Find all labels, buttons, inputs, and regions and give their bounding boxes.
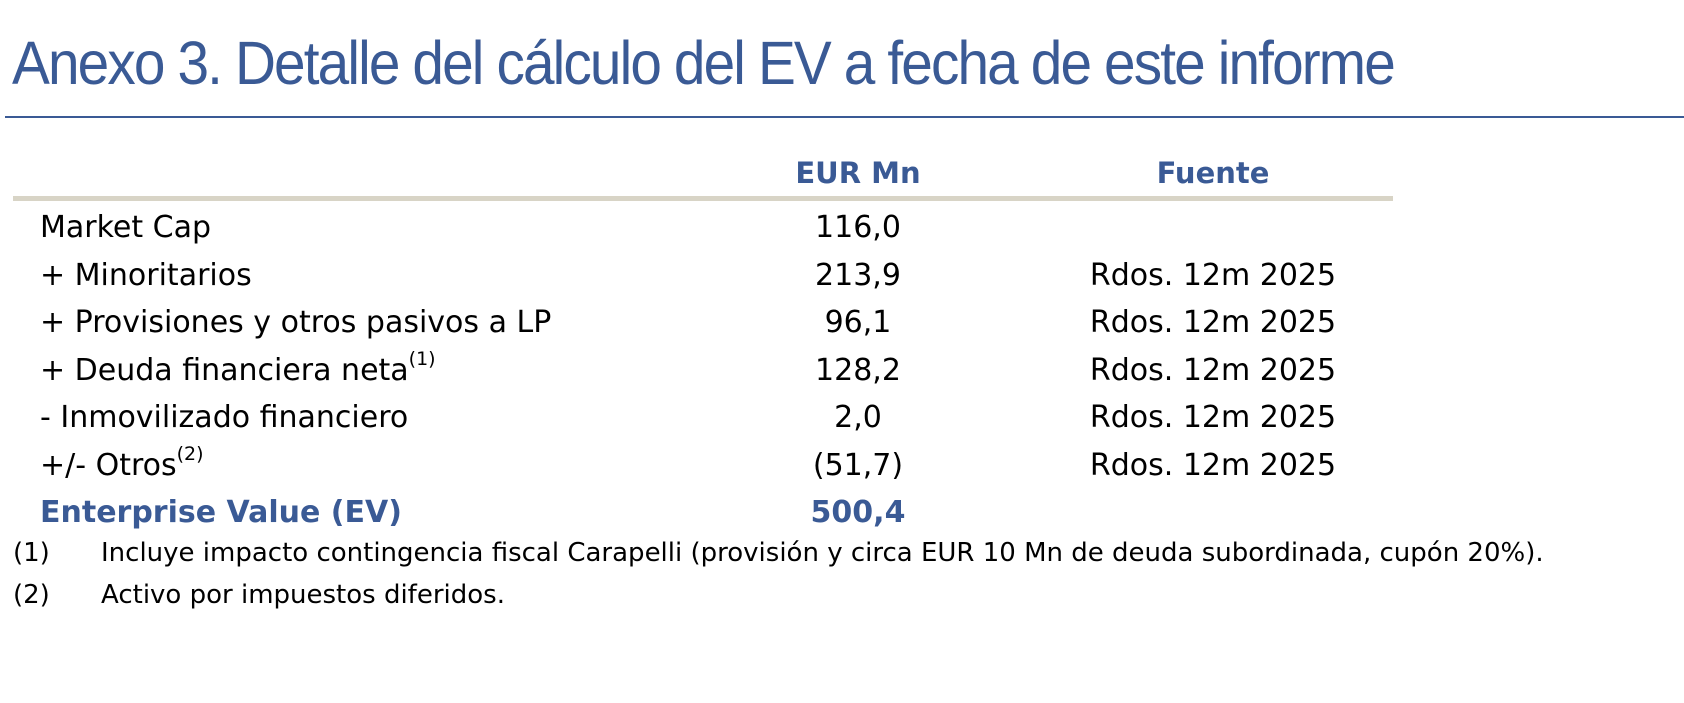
footnote-number: (2): [13, 580, 50, 610]
row-label: + Provisiones y otros pasivos a LP: [40, 299, 551, 347]
row-label: Market Cap: [40, 204, 211, 252]
table-row-minoritarios: + Minoritarios 213,9 Rdos. 12m 2025: [13, 252, 1393, 300]
row-source: Rdos. 12m 2025: [1089, 257, 1337, 293]
table-row-inmovilizado: - Inmovilizado financiero 2,0 Rdos. 12m …: [13, 394, 1393, 442]
title-divider: [5, 116, 1684, 118]
row-value: 128,2: [815, 352, 901, 388]
row-value: (51,7): [812, 447, 904, 483]
row-value: 2,0: [834, 400, 882, 435]
table-row-market-cap: Market Cap 116,0: [13, 204, 1393, 252]
row-label: + Minoritarios: [40, 252, 252, 300]
row-source: Rdos. 12m 2025: [1089, 305, 1337, 340]
footnote-ref-1: (1): [408, 347, 436, 370]
row-label-text: + Provisiones y otros pasivos a LP: [40, 305, 552, 340]
row-label: +/- Otros(2): [40, 442, 204, 490]
row-source: Rdos. 12m 2025: [1089, 447, 1337, 483]
header-divider: [13, 196, 1393, 201]
table-row-otros: +/- Otros(2) (51,7) Rdos. 12m 2025: [13, 442, 1393, 490]
header-eur-mn: EUR Mn: [795, 156, 921, 190]
table-header: EUR Mn Fuente: [13, 150, 1393, 196]
row-label-text: + Minoritarios: [40, 257, 252, 293]
row-label-text: + Deuda financiera neta: [40, 352, 409, 388]
table-row-deuda-financiera: + Deuda financiera neta(1) 128,2 Rdos. 1…: [13, 347, 1393, 395]
footnote-text: Activo por impuestos diferidos.: [101, 580, 505, 610]
footnote-text: Incluye impacto contingencia fiscal Cara…: [101, 538, 1544, 568]
total-value: 500,4: [810, 495, 906, 530]
row-value: 116,0: [815, 210, 901, 245]
row-label-text: +/- Otros: [40, 447, 177, 483]
row-source: Rdos. 12m 2025: [1089, 400, 1337, 435]
footnote-number: (1): [13, 538, 50, 568]
row-value: 213,9: [815, 257, 901, 293]
page-title: Anexo 3. Detalle del cálculo del EV a fe…: [12, 29, 1396, 97]
footnote-ref-2: (2): [176, 442, 204, 465]
row-label: + Deuda financiera neta(1): [40, 347, 436, 395]
ev-table: EUR Mn Fuente Market Cap 116,0 + Minorit…: [13, 150, 1393, 530]
total-label: Enterprise Value (EV): [40, 495, 402, 530]
table-row-provisiones: + Provisiones y otros pasivos a LP 96,1 …: [13, 299, 1393, 347]
row-source: Rdos. 12m 2025: [1089, 352, 1337, 388]
row-value: 96,1: [824, 305, 892, 340]
table-row-enterprise-value: Enterprise Value (EV) 500,4: [13, 489, 1393, 537]
header-fuente: Fuente: [1156, 156, 1270, 190]
table-body: Market Cap 116,0 + Minoritarios 213,9 Rd…: [13, 204, 1393, 537]
row-label-text: - Inmovilizado financiero: [40, 400, 409, 435]
row-label-text: Market Cap: [40, 210, 212, 245]
row-label: - Inmovilizado financiero: [40, 394, 408, 442]
